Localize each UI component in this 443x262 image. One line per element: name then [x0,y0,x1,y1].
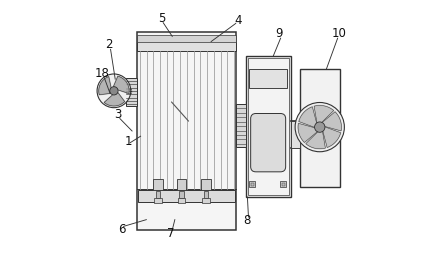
Text: 9: 9 [275,27,282,40]
Polygon shape [322,112,342,131]
Circle shape [97,74,131,108]
Bar [125,78,137,106]
Polygon shape [104,92,124,106]
Bar [137,35,236,42]
Polygon shape [299,107,317,128]
Text: 8: 8 [243,214,251,227]
Polygon shape [323,127,341,148]
Bar [245,56,291,197]
Bar [138,190,235,202]
Text: 5: 5 [158,12,166,25]
FancyBboxPatch shape [251,113,286,172]
Bar [204,191,208,198]
Text: 1: 1 [124,135,132,148]
Circle shape [295,102,344,152]
Polygon shape [99,77,111,95]
Bar [155,191,160,198]
Bar [179,191,184,198]
Text: 3: 3 [114,108,121,121]
Bar [153,179,163,190]
Bar [177,179,186,190]
Bar [248,58,289,195]
Bar [249,69,287,88]
Polygon shape [314,105,334,123]
Polygon shape [113,76,129,94]
Bar [236,104,245,146]
Bar [300,69,340,187]
Bar [137,36,236,51]
Text: 18: 18 [94,68,109,80]
Bar [202,198,210,203]
Bar [251,183,253,185]
Bar [249,181,255,187]
Text: 7: 7 [167,227,175,240]
Bar [137,32,236,230]
Bar [291,121,300,148]
Text: 4: 4 [235,14,242,27]
Polygon shape [298,123,318,143]
Circle shape [110,87,118,95]
Bar [178,198,185,203]
Text: 2: 2 [105,38,113,51]
Circle shape [315,122,325,132]
Polygon shape [306,131,325,149]
Bar [201,179,210,190]
Bar [280,181,286,187]
Text: 6: 6 [118,223,125,236]
Bar [154,198,162,203]
Text: 10: 10 [332,27,347,40]
Bar [282,183,284,185]
